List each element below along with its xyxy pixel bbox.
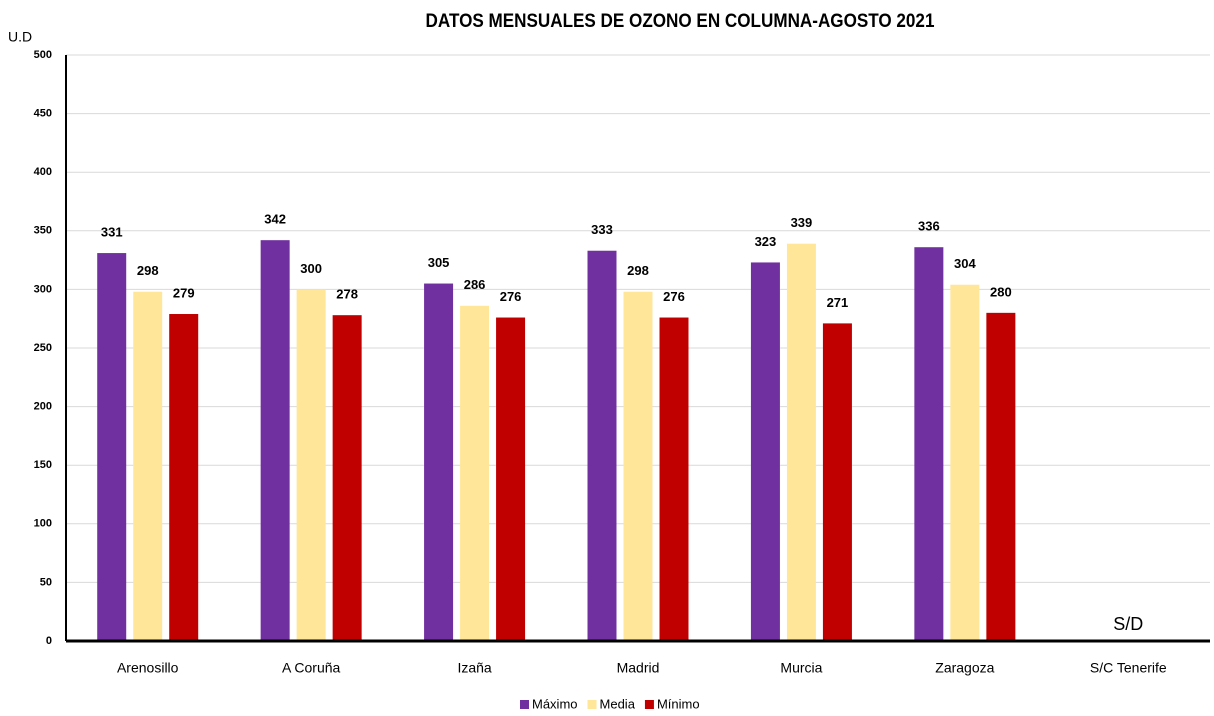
legend-label: Media bbox=[600, 696, 636, 711]
legend-swatch bbox=[520, 700, 529, 709]
annotation: S/D bbox=[1113, 614, 1143, 634]
value-label: 333 bbox=[591, 222, 613, 237]
bar bbox=[822, 323, 852, 641]
bar bbox=[786, 243, 816, 641]
y-axis-label: U.D bbox=[8, 29, 32, 45]
x-tick-label: Murcia bbox=[780, 660, 822, 676]
y-tick-label: 450 bbox=[34, 108, 52, 120]
bar bbox=[750, 262, 780, 641]
y-tick-label: 500 bbox=[34, 49, 52, 61]
value-label: 298 bbox=[137, 263, 159, 278]
bar bbox=[133, 291, 163, 641]
value-label: 280 bbox=[990, 284, 1012, 299]
x-tick-label: S/C Tenerife bbox=[1090, 660, 1167, 676]
bar bbox=[587, 250, 617, 641]
y-tick-label: 50 bbox=[40, 576, 52, 588]
bar bbox=[496, 317, 526, 641]
value-label: 271 bbox=[827, 295, 849, 310]
y-tick-label: 300 bbox=[34, 283, 52, 295]
value-label: 331 bbox=[101, 225, 123, 240]
bar bbox=[169, 314, 199, 641]
value-label: 339 bbox=[791, 215, 813, 230]
bar bbox=[460, 305, 490, 641]
bar bbox=[914, 247, 944, 641]
bar bbox=[260, 240, 290, 641]
x-tick-label: Izaña bbox=[457, 660, 491, 676]
bar bbox=[986, 312, 1016, 641]
y-tick-label: 350 bbox=[34, 225, 52, 237]
value-label: 276 bbox=[500, 289, 522, 304]
bar bbox=[623, 291, 653, 641]
y-tick-label: 250 bbox=[34, 342, 52, 354]
chart-title: DATOS MENSUALES DE OZONO EN COLUMNA-AGOS… bbox=[426, 10, 935, 31]
value-label: 279 bbox=[173, 285, 195, 300]
y-tick-label: 150 bbox=[34, 459, 52, 471]
value-label: 305 bbox=[428, 255, 450, 270]
x-tick-label: A Coruña bbox=[282, 660, 341, 676]
legend-label: Mínimo bbox=[657, 696, 700, 711]
bar bbox=[332, 315, 362, 641]
bar bbox=[424, 283, 454, 641]
value-label: 304 bbox=[954, 256, 976, 271]
bar bbox=[296, 289, 326, 641]
legend-swatch bbox=[587, 700, 597, 709]
value-label: 336 bbox=[918, 219, 940, 234]
y-tick-label: 400 bbox=[34, 166, 52, 178]
bar bbox=[659, 317, 689, 641]
value-label: 342 bbox=[264, 212, 286, 227]
x-tick-label: Madrid bbox=[617, 660, 660, 676]
y-tick-label: 100 bbox=[34, 518, 52, 530]
value-label: 298 bbox=[627, 263, 649, 278]
legend-label: Máximo bbox=[532, 696, 578, 711]
bar bbox=[950, 284, 980, 641]
y-tick-label: 0 bbox=[46, 635, 52, 647]
x-tick-label: Zaragoza bbox=[935, 660, 994, 676]
value-label: 323 bbox=[755, 234, 777, 249]
x-tick-label: Arenosillo bbox=[117, 660, 179, 676]
value-label: 300 bbox=[300, 261, 322, 276]
value-label: 278 bbox=[336, 287, 358, 302]
value-label: 276 bbox=[663, 289, 685, 304]
bar bbox=[97, 253, 127, 641]
y-tick-label: 200 bbox=[34, 401, 52, 413]
legend-swatch bbox=[644, 700, 654, 709]
value-label: 286 bbox=[464, 277, 486, 292]
